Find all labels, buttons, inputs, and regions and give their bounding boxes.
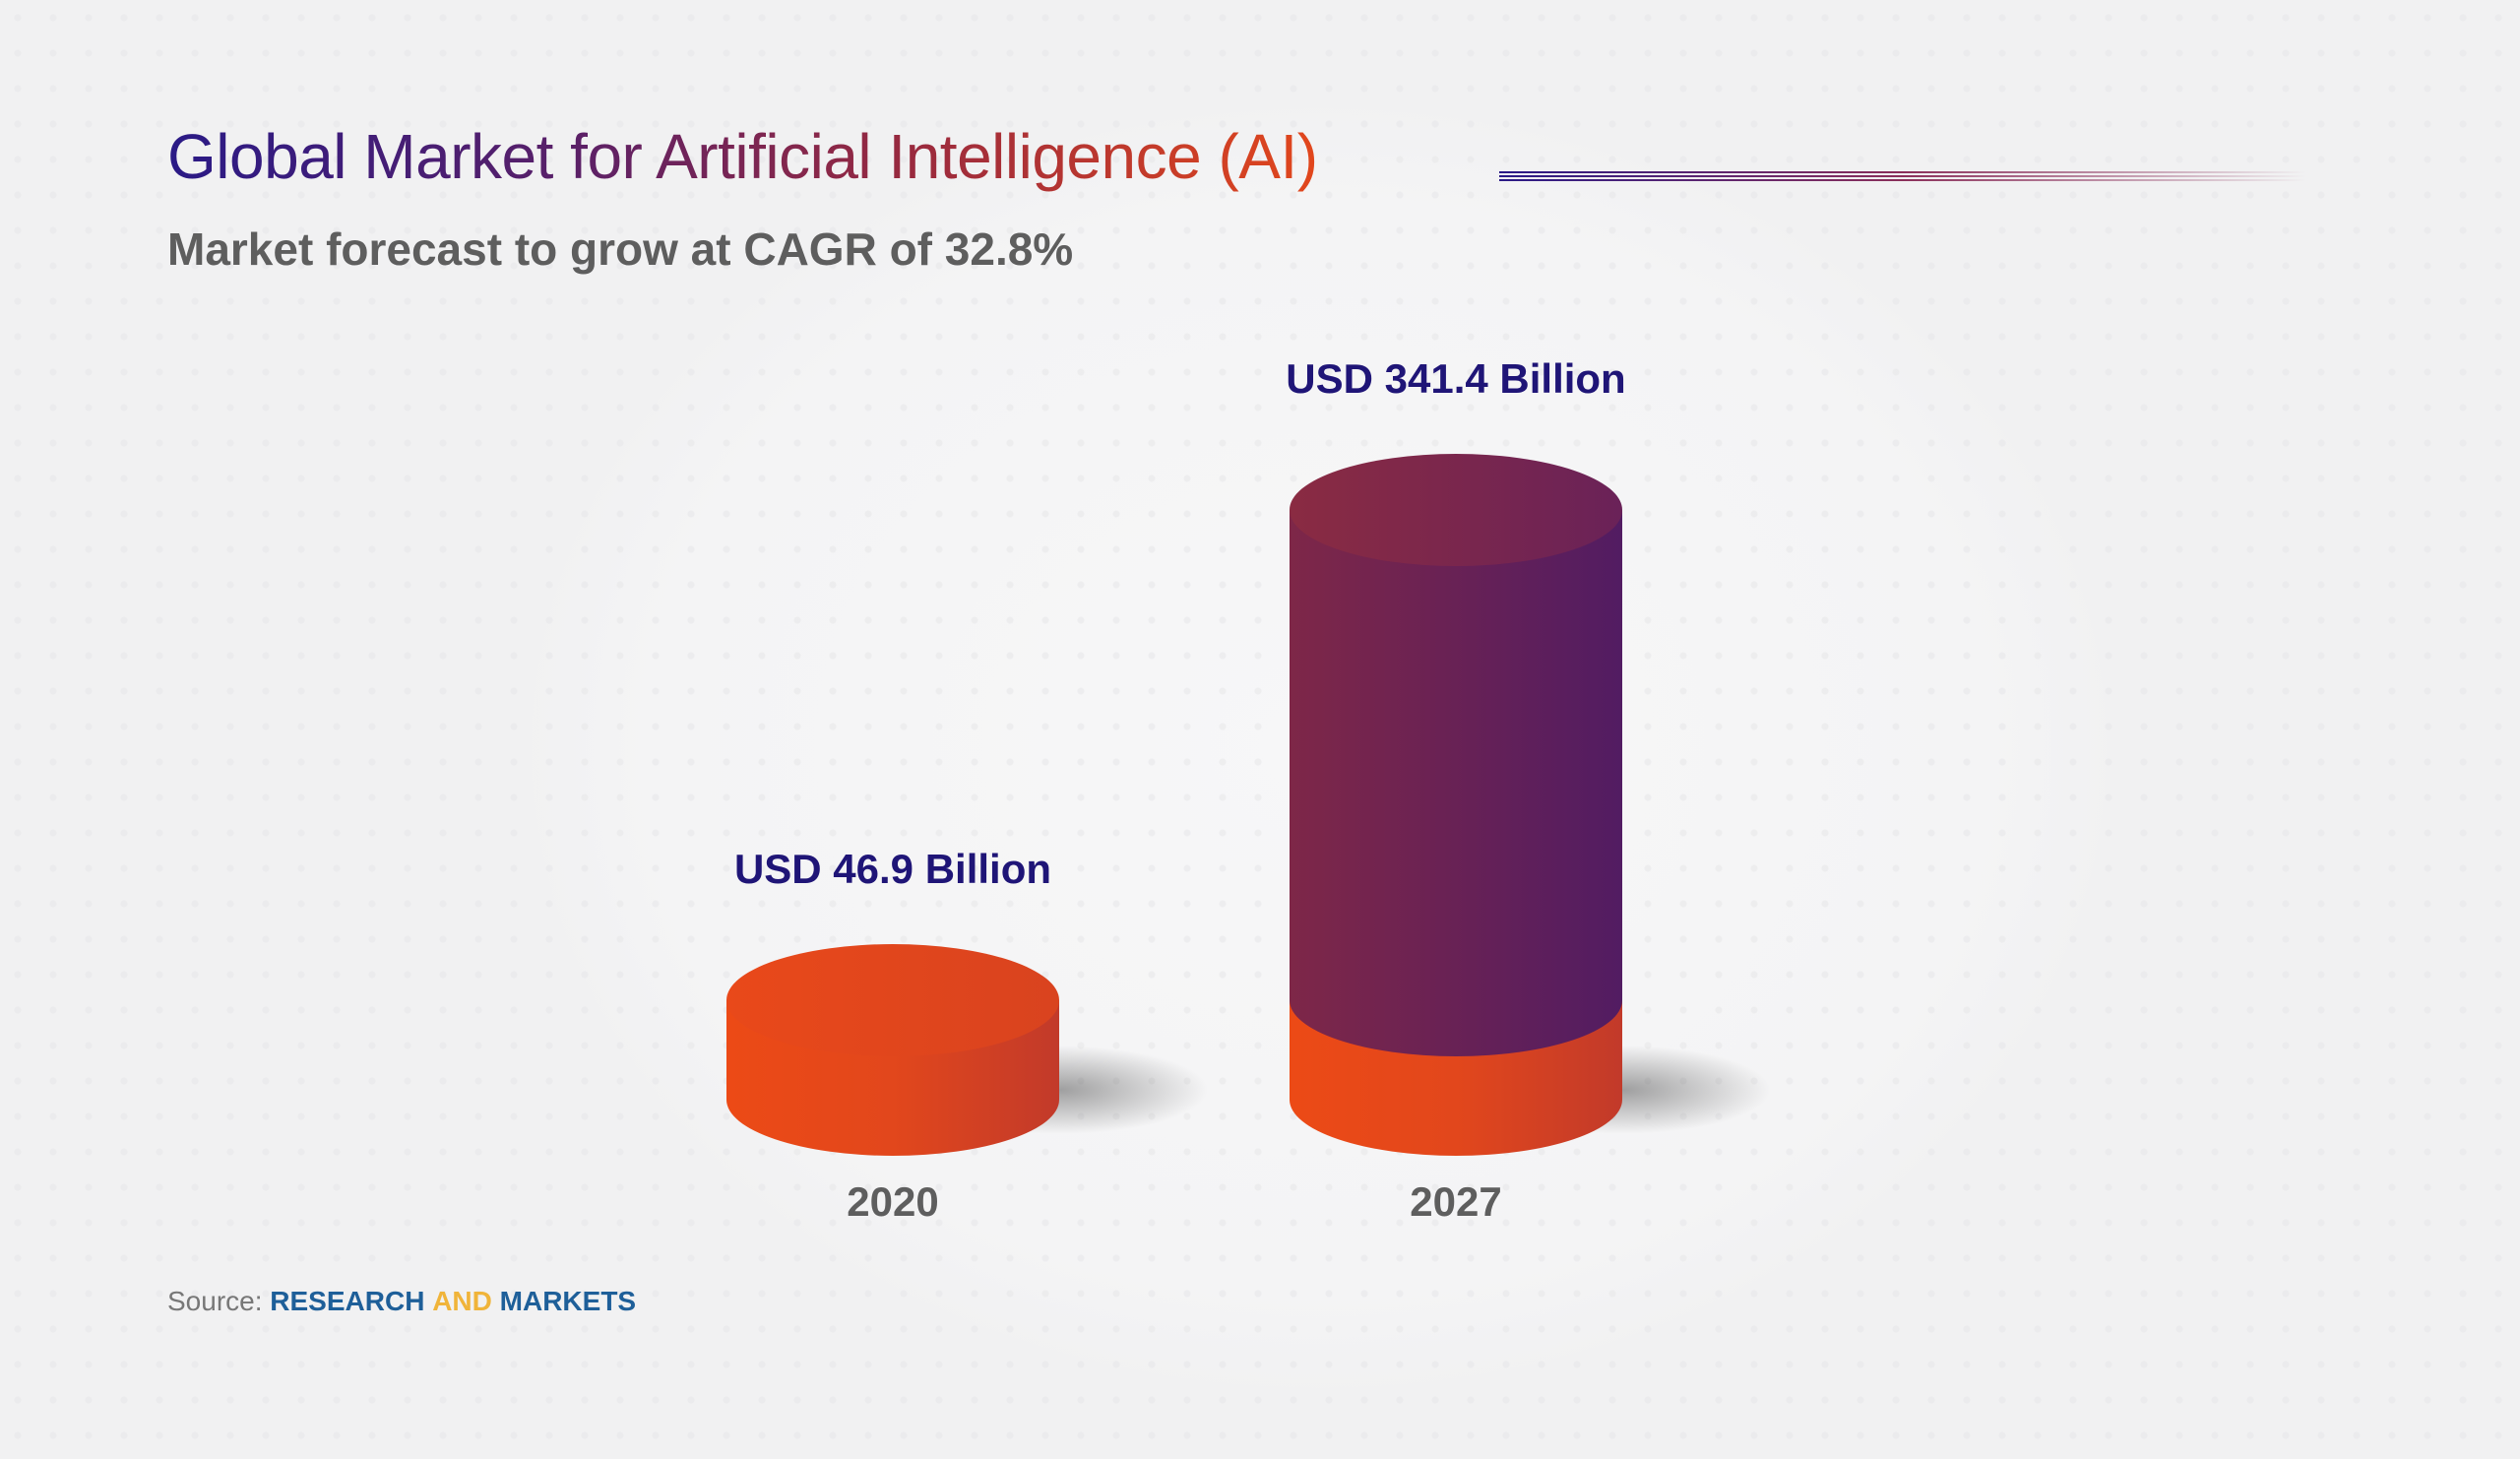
data-label: USD 46.9 Billion: [734, 846, 1051, 892]
data-label: USD 341.4 Billion: [1286, 355, 1625, 402]
title-rule: [1499, 171, 2306, 183]
source-brand-research: RESEARCH: [270, 1286, 425, 1316]
category-label: 2027: [1410, 1178, 1501, 1225]
bar-top-cap: [726, 943, 1059, 1056]
source-label: Source:: [167, 1286, 263, 1316]
cylinder-bar-2027: USD 341.4 Billion 2027: [1286, 355, 1771, 1225]
source-brand-markets: MARKETS: [499, 1286, 637, 1316]
bar-growth-segment: [1290, 509, 1622, 1056]
bar-top-cap: [1290, 453, 1622, 566]
cylinder-bar-2020: USD 46.9 Billion 2020: [726, 846, 1208, 1225]
chart-title: Global Market for Artificial Intelligenc…: [167, 121, 1318, 192]
chart-subtitle: Market forecast to grow at CAGR of 32.8%: [167, 223, 1074, 275]
source-credit: Source: RESEARCH AND MARKETS: [167, 1286, 636, 1317]
source-brand-and: AND: [432, 1286, 492, 1316]
category-label: 2020: [847, 1178, 938, 1225]
